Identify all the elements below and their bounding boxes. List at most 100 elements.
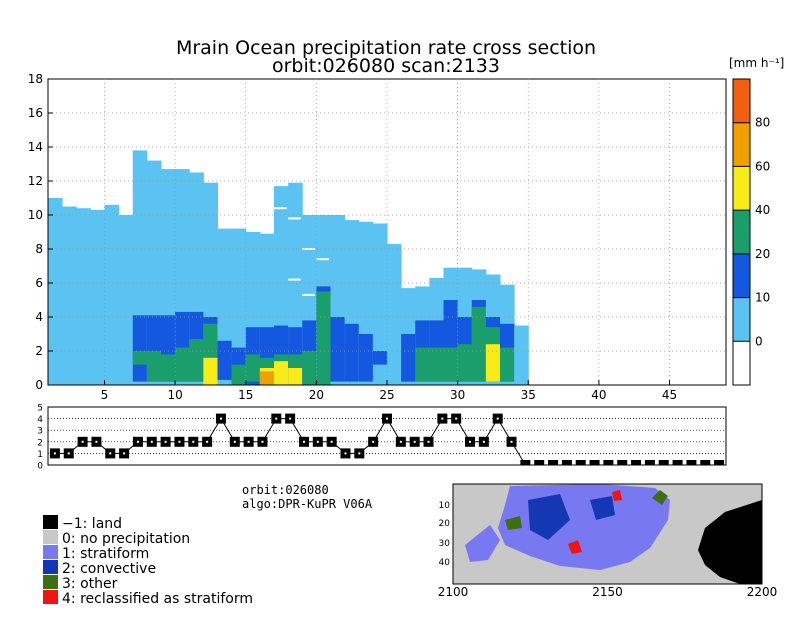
y-tick-label: 0 xyxy=(35,378,43,392)
strip-point xyxy=(548,460,559,465)
echo-gap xyxy=(302,293,315,296)
map-y-tick-label: 20 xyxy=(439,519,451,529)
y-tick-label: 2 xyxy=(35,344,43,358)
cross-section-axes: 5 10 15 20 25 30 35 40 45 0 2 4 6 8 10 12 14 16 18 xyxy=(28,72,726,402)
strip-point-dot xyxy=(469,440,472,443)
echo-gap xyxy=(288,278,301,281)
precip-cell xyxy=(344,323,360,382)
map-frame xyxy=(452,483,763,585)
cross-section-plot xyxy=(48,150,529,385)
strip-point-dot xyxy=(53,452,56,455)
strip-point-dot xyxy=(330,440,333,443)
type-legend: −1: land 0: no precipitation 1: stratifo… xyxy=(43,515,253,607)
x-tick-label: 5 xyxy=(101,388,109,402)
legend-label-land: −1: land xyxy=(62,516,122,532)
map-reclassified-region xyxy=(568,540,582,554)
map-y-tick-label: 30 xyxy=(439,539,451,549)
colorbar-tick-label: 60 xyxy=(755,159,770,173)
x-tick-label: 25 xyxy=(379,388,394,402)
precip-cell xyxy=(288,368,303,385)
legend-label-other: 3: other xyxy=(62,576,118,592)
legend-swatch-convective xyxy=(43,560,58,574)
strip-point-dot xyxy=(302,440,305,443)
strip-point xyxy=(686,460,697,465)
strip-point-dot xyxy=(496,417,499,420)
map-convective-region xyxy=(528,494,570,540)
colorbar-tick-label: 10 xyxy=(755,291,770,305)
strip-point-dot xyxy=(427,440,430,443)
strip-tick-label: 2 xyxy=(37,438,43,448)
precip-cell xyxy=(189,339,204,382)
strip-point-dot xyxy=(67,452,70,455)
strip-point-dot xyxy=(510,440,513,443)
legend-label-stratiform: 1: stratiform xyxy=(62,546,149,562)
colorbar-frame xyxy=(732,78,751,386)
strip-point-dot xyxy=(386,417,388,420)
map-x-tick-label: 2100 xyxy=(438,585,469,599)
y-tick-label: 16 xyxy=(28,106,43,120)
chart-subtitle: orbit:026080 scan:2133 xyxy=(272,55,500,77)
precip-cell xyxy=(231,364,247,385)
precip-cell xyxy=(161,354,176,382)
precip-cell xyxy=(104,204,120,385)
precip-cell xyxy=(457,344,473,382)
strip-tick-label: 5 xyxy=(37,404,43,414)
x-tick-label: 45 xyxy=(662,388,677,402)
precip-cell xyxy=(48,198,63,385)
strip-tick-label: 3 xyxy=(37,427,43,437)
strip-point-dot xyxy=(81,440,84,443)
y-tick-label: 18 xyxy=(28,72,43,86)
strip-point-dot xyxy=(413,440,416,443)
strip-point-dot xyxy=(441,417,444,420)
legend-label-convective: 2: convective xyxy=(62,561,156,577)
legend-swatch-stratiform xyxy=(43,545,58,559)
precip-cell xyxy=(203,357,218,385)
colorbar-tick-label: 0 xyxy=(755,334,763,348)
precip-cell xyxy=(372,223,388,385)
colorbar-segment xyxy=(733,253,750,298)
map-convective-region xyxy=(590,496,615,520)
strip-point xyxy=(589,460,600,465)
precip-cell xyxy=(146,351,162,382)
y-tick-label: 4 xyxy=(35,310,43,324)
precip-cell xyxy=(387,243,402,385)
strip-point-dot xyxy=(109,452,112,455)
precip-cell xyxy=(259,371,275,385)
precip-cell xyxy=(274,361,289,385)
map-other-region xyxy=(505,516,522,530)
strip-point-dot xyxy=(275,417,278,420)
colorbar-tick-label: 20 xyxy=(755,247,770,261)
chart-title: Mrain Ocean precipitation rate cross sec… xyxy=(176,37,596,59)
precip-cell xyxy=(372,351,388,365)
precip-type-strip: 0 1 23 45 xyxy=(37,404,727,472)
precip-cell xyxy=(217,340,233,380)
info-algo: algo:DPR-KuPR V06A xyxy=(242,497,373,511)
colorbar-tick-label: 40 xyxy=(755,203,770,217)
strip-point-dot xyxy=(261,440,264,443)
strip-point-dot xyxy=(219,417,222,420)
legend-swatch-land xyxy=(43,515,58,529)
y-tick-label: 8 xyxy=(35,242,43,256)
map-land-region xyxy=(698,500,762,584)
y-tick-label: 14 xyxy=(28,140,43,154)
strip-point xyxy=(603,460,614,465)
strip-point xyxy=(617,460,628,465)
strip-point-dot xyxy=(150,440,153,443)
strip-point-dot xyxy=(123,452,126,455)
strip-point xyxy=(714,460,725,465)
colorbar-segment xyxy=(733,79,750,123)
strip-point-dot xyxy=(95,440,98,443)
map-y-tick-label: 10 xyxy=(439,501,451,511)
strip-point-dot xyxy=(206,440,209,443)
precip-cell xyxy=(118,215,134,385)
precip-cell xyxy=(302,351,317,385)
colorbar-segment xyxy=(733,122,750,167)
y-tick-label: 10 xyxy=(28,208,43,222)
strip-point-dot xyxy=(372,440,375,443)
colorbar-segment xyxy=(733,166,750,211)
strip-point-dot xyxy=(192,440,195,443)
strip-point-dot xyxy=(289,417,292,420)
colorbar: 0 10 20 40 60 80 xyxy=(732,78,770,386)
strip-point-dot xyxy=(136,440,139,443)
precip-cell xyxy=(358,334,374,382)
